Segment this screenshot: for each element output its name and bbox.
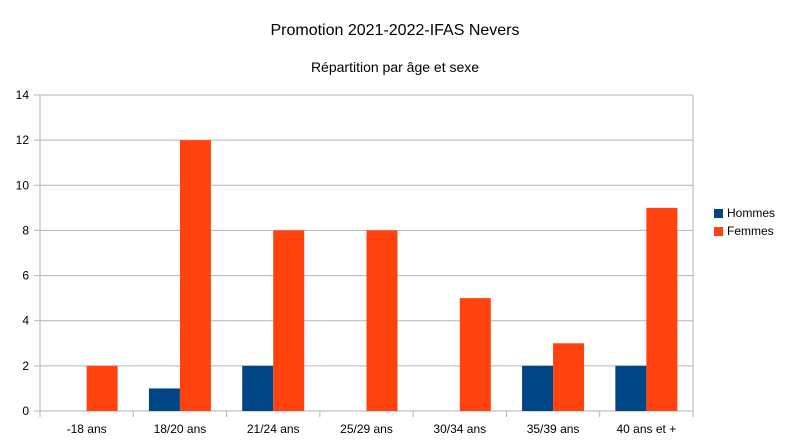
x-tick-label: -18 ans bbox=[67, 422, 107, 436]
x-tick-label: 25/29 ans bbox=[340, 422, 393, 436]
legend-label: Femmes bbox=[727, 224, 774, 238]
y-axis-ticks: 0 2 4 6 8 10 12 14 bbox=[16, 88, 30, 418]
y-tick-label: 0 bbox=[22, 404, 29, 418]
bar-femmes bbox=[273, 230, 305, 411]
chart-subtitle: Répartition par âge et sexe bbox=[311, 59, 479, 75]
x-tick-label: 21/24 ans bbox=[247, 422, 300, 436]
bar-femmes bbox=[179, 140, 211, 411]
chart-title: Promotion 2021-2022-IFAS Nevers bbox=[270, 22, 519, 39]
y-tick-label: 12 bbox=[16, 133, 30, 147]
y-tick-label: 4 bbox=[22, 314, 29, 328]
y-tick-label: 10 bbox=[16, 178, 30, 192]
bar-femmes bbox=[459, 298, 491, 411]
bar-hommes bbox=[615, 365, 647, 411]
y-tick-label: 2 bbox=[22, 359, 29, 373]
y-tick-label: 8 bbox=[22, 223, 29, 237]
legend: Hommes Femmes bbox=[714, 206, 775, 238]
x-tick-label: 40 ans et + bbox=[616, 422, 676, 436]
legend-swatch bbox=[714, 227, 723, 236]
legend-label: Hommes bbox=[727, 206, 775, 220]
bar-hommes bbox=[148, 388, 180, 411]
x-tick-label: 18/20 ans bbox=[154, 422, 207, 436]
bars bbox=[86, 140, 678, 411]
y-tick-label: 14 bbox=[16, 88, 30, 102]
bar-hommes bbox=[522, 365, 554, 411]
x-tick-label: 35/39 ans bbox=[527, 422, 580, 436]
bar-femmes bbox=[366, 230, 398, 411]
bar-femmes bbox=[553, 343, 585, 411]
y-tick-label: 6 bbox=[22, 269, 29, 283]
bar-hommes bbox=[242, 365, 274, 411]
x-tick-label: 30/34 ans bbox=[433, 422, 486, 436]
bar-femmes bbox=[86, 365, 118, 411]
grid-lines bbox=[34, 94, 694, 417]
legend-swatch bbox=[714, 209, 723, 218]
x-axis-ticks: -18 ans 18/20 ans 21/24 ans 25/29 ans 30/34 … bbox=[67, 422, 677, 436]
bar-femmes bbox=[646, 207, 678, 411]
